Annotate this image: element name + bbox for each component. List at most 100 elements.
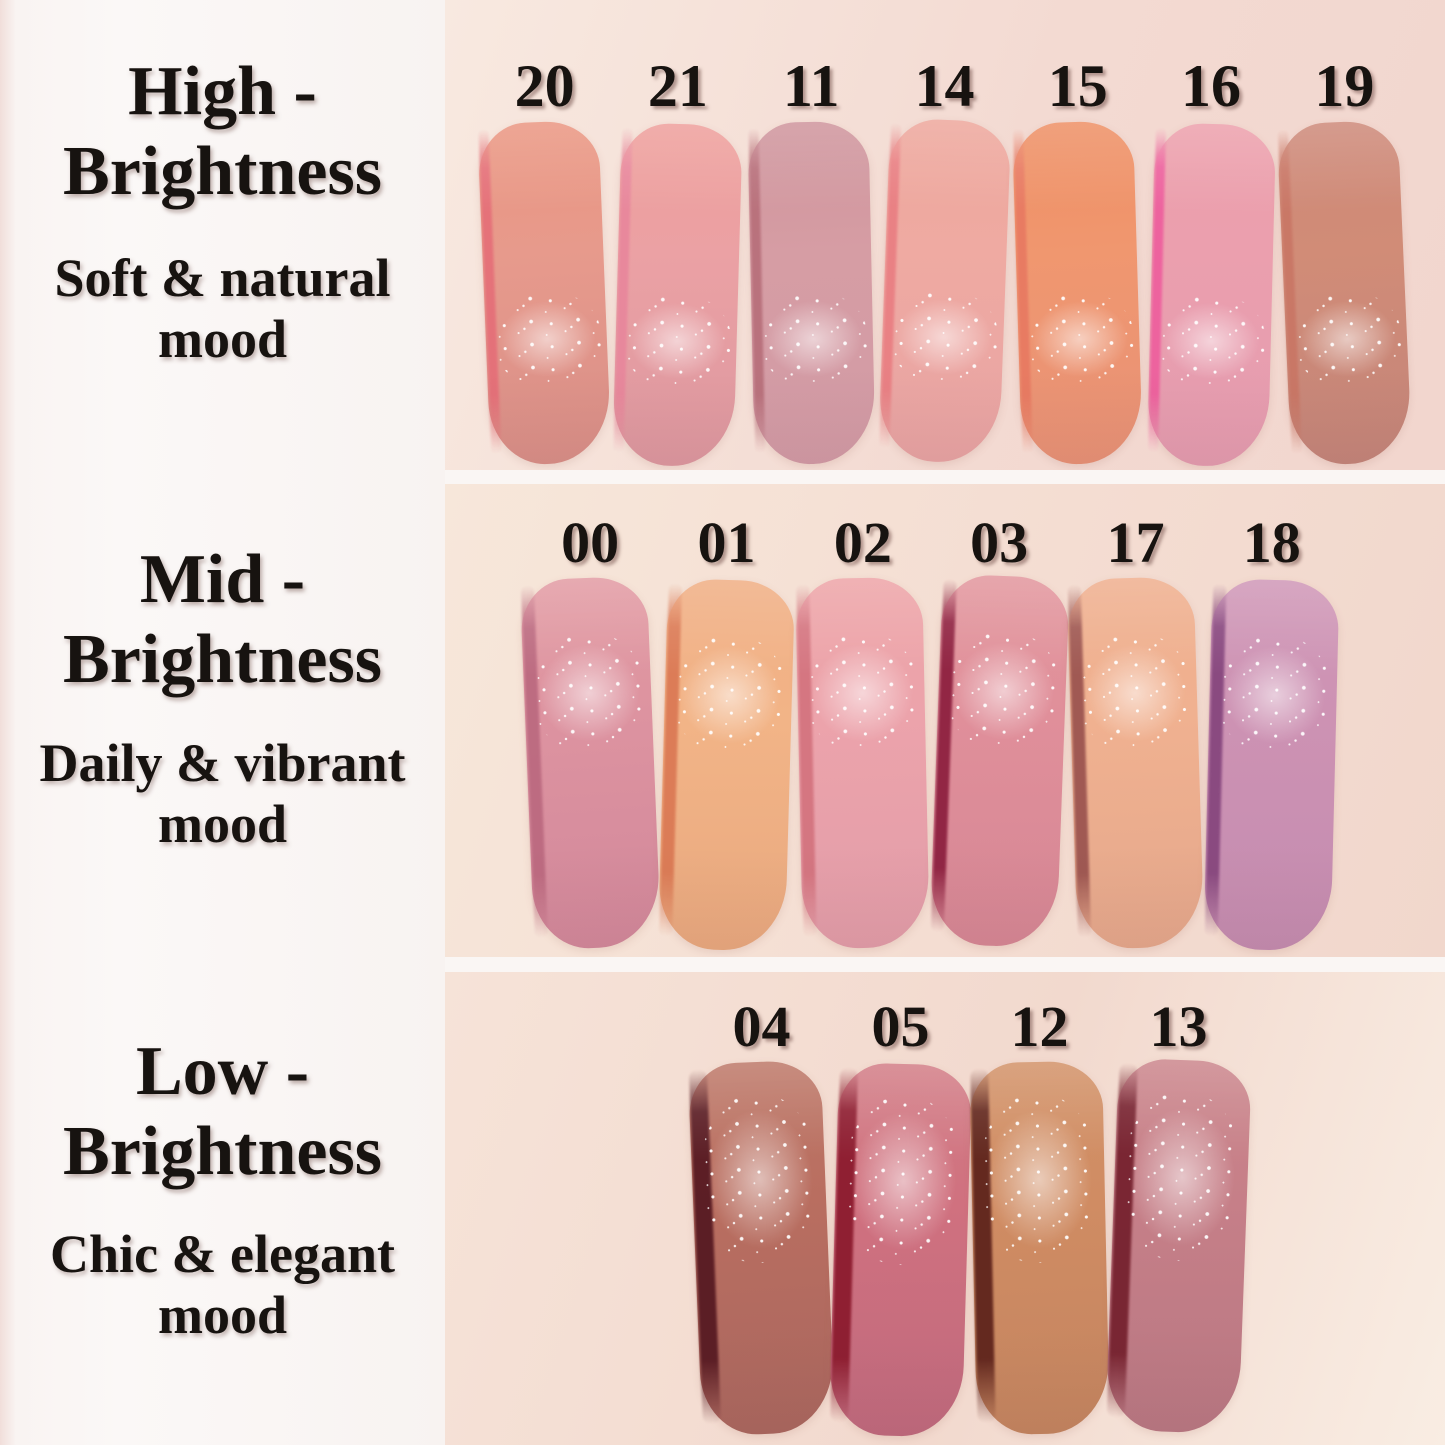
shade-number-label: 14 (914, 53, 975, 119)
swatch-gloss-highlight (1217, 634, 1333, 756)
swatch-edge-line (1106, 1062, 1138, 1419)
swatch-gloss-highlight (1077, 631, 1193, 754)
swatch-photo-panel-mid: 00 01 02 03 17 18 (445, 484, 1445, 957)
swatch-gloss-highlight (945, 629, 1062, 752)
swatch-column: 16 (1144, 53, 1277, 468)
lip-tint-swatch (795, 576, 931, 950)
shade-number-label: 16 (1181, 53, 1242, 119)
swatch-gloss-highlight (979, 1094, 1100, 1265)
lip-tint-swatch (519, 575, 662, 951)
shade-number-label: 17 (1106, 510, 1165, 575)
swatch-gloss-highlight (889, 289, 999, 386)
swatch-column: 05 (828, 994, 973, 1438)
shade-number-label: 11 (782, 53, 840, 119)
shade-number-label: 18 (1242, 510, 1301, 575)
swatch-edge-line (970, 1068, 996, 1424)
shade-number-label: 00 (561, 510, 620, 575)
lip-tint-swatch (1105, 1057, 1252, 1435)
swatch-column: 02 (795, 510, 931, 950)
swatch-edge-line (1013, 128, 1034, 454)
title-line: Low - (135, 1033, 310, 1110)
subtitle-line: Chic & elegant (50, 1224, 395, 1284)
shade-number-label: 01 (697, 510, 756, 575)
subtitle-line: mood (157, 794, 287, 855)
swatch-edge-line (830, 1067, 859, 1423)
swatch-column: 19 (1276, 56, 1413, 467)
label-column: High - Brightness Soft & natural mood Mi… (0, 0, 445, 1445)
swatch-row-low: 04 05 12 13 (687, 994, 1252, 1438)
swatch-edge-line (748, 128, 766, 454)
lip-tint-swatch (969, 1060, 1110, 1436)
swatch-edge-line (688, 1069, 722, 1425)
swatch-photo-panel-low: 04 05 12 13 (445, 972, 1445, 1445)
swatch-column: 03 (928, 510, 1070, 949)
lip-tint-swatch (1012, 120, 1144, 466)
row-title-high-brightness: High - Brightness (0, 52, 445, 212)
row-subtitle-chic-elegant: Chic & elegant mood (0, 1224, 445, 1346)
swatch-column: 20 (477, 53, 612, 467)
lip-tint-swatch (1203, 578, 1340, 952)
lip-tint-swatch (687, 1059, 836, 1437)
title-line: Mid - (139, 541, 306, 618)
lip-tint-swatch (1276, 119, 1413, 467)
swatch-edge-line (796, 584, 817, 938)
swatch-edge-line (613, 127, 634, 453)
shade-number-label: 04 (732, 994, 791, 1059)
swatch-column: 13 (1105, 994, 1252, 1435)
swatch-edge-line (1067, 584, 1092, 938)
swatch-row-high: 20 21 11 14 15 16 (477, 53, 1413, 468)
swatch-gloss-highlight (805, 632, 920, 754)
subtitle-line: Soft & natural (54, 248, 391, 308)
swatch-column: 17 (1066, 510, 1205, 950)
row-subtitle-soft-natural: Soft & natural mood (0, 248, 445, 370)
swatch-edge-line (659, 583, 682, 937)
swatch-gloss-highlight (530, 631, 647, 755)
subtitle-line: Daily & vibrant (39, 733, 406, 793)
title-line: Brightness (63, 1112, 382, 1190)
swatch-gloss-highlight (759, 291, 868, 387)
shade-number-label: 02 (833, 510, 892, 575)
row-title-low-brightness: Low - Brightness (0, 1032, 445, 1192)
swatch-column: 18 (1203, 510, 1340, 952)
shade-number-label: 13 (1149, 994, 1208, 1059)
row-subtitle-daily-vibrant: Daily & vibrant mood (0, 733, 445, 855)
title-line: Brightness (63, 620, 382, 698)
swatch-gloss-highlight (698, 1093, 822, 1266)
swatch-gloss-highlight (623, 293, 733, 389)
swatch-gloss-highlight (1120, 1091, 1244, 1264)
swatch-column: 14 (877, 53, 1012, 465)
swatch-gloss-highlight (1156, 293, 1266, 389)
subtitle-line: mood (157, 309, 287, 370)
swatch-column: 15 (1011, 56, 1144, 466)
swatch-gloss-highlight (492, 290, 603, 388)
lip-tint-swatch (1066, 576, 1205, 950)
lip-tint-swatch (747, 120, 876, 466)
swatch-gloss-highlight (1025, 291, 1135, 387)
shade-number-label: 21 (647, 53, 708, 119)
swatch-edge-line (1277, 129, 1302, 455)
swatch-edge-line (1147, 127, 1166, 453)
swatch-row-mid: 00 01 02 03 17 18 (519, 510, 1340, 952)
shade-number-label: 03 (970, 510, 1029, 575)
title-line: Brightness (63, 132, 382, 210)
swatch-edge-line (478, 129, 502, 455)
swatch-column: 01 (657, 510, 796, 952)
lip-tint-swatch (828, 1062, 973, 1438)
lip-tint-swatch (477, 119, 612, 467)
lip-tint-swatch (877, 117, 1012, 465)
swatch-column: 12 (969, 998, 1110, 1436)
shade-number-label: 05 (871, 994, 930, 1059)
lip-tint-swatch (657, 578, 796, 952)
swatch-column: 04 (687, 994, 836, 1437)
lip-tint-swatch (1146, 122, 1276, 468)
swatch-edge-line (1205, 583, 1227, 937)
shade-number-label: 20 (514, 53, 575, 119)
swatch-column: 11 (745, 53, 878, 466)
swatch-edge-line (879, 122, 902, 449)
swatch-gloss-highlight (1292, 290, 1403, 388)
row-title-mid-brightness: Mid - Brightness (0, 540, 445, 700)
title-line: High - (128, 53, 317, 130)
swatch-edge-line (930, 578, 957, 933)
swatch-gloss-highlight (842, 1095, 965, 1267)
